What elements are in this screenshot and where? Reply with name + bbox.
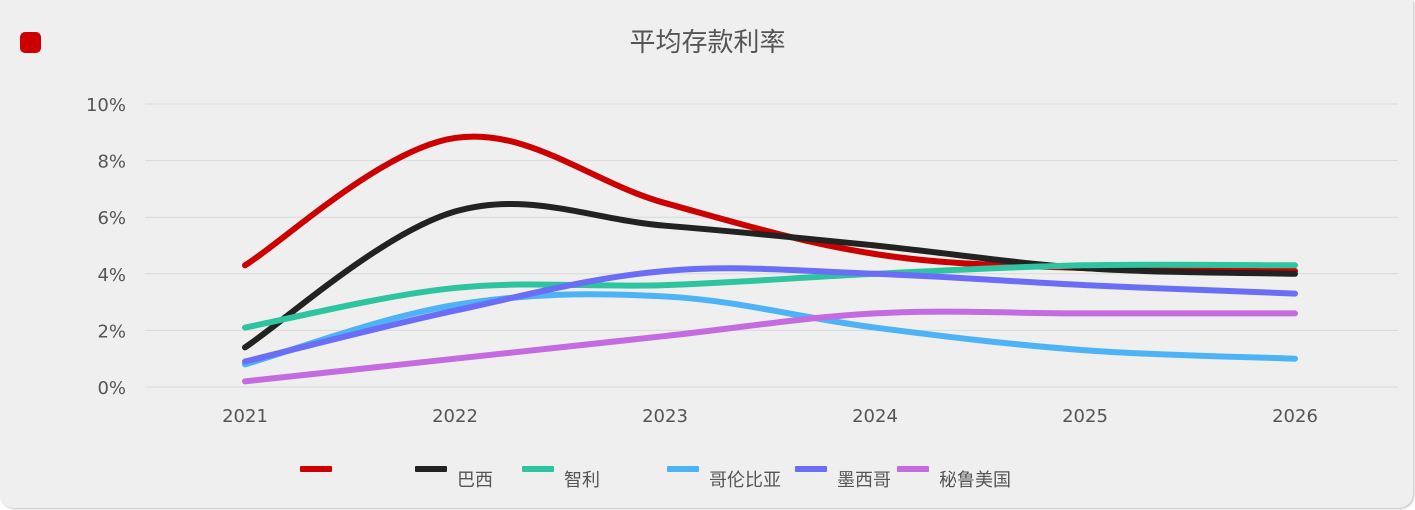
series-line-2[interactable]	[242, 261, 1298, 331]
series-line-1[interactable]	[242, 200, 1298, 351]
grid	[145, 103, 1398, 388]
legend-swatch	[522, 466, 554, 472]
x-tick-label: 2023	[642, 406, 688, 427]
legend-label: 秘鲁美国	[939, 470, 1011, 491]
x-tick-label: 2022	[432, 406, 478, 427]
legend-swatch	[897, 466, 929, 472]
legend-label: 哥伦比亚	[709, 470, 781, 491]
y-tick-label: 8%	[97, 152, 126, 173]
series-line-0[interactable]	[242, 133, 1298, 274]
series-line-5[interactable]	[242, 308, 1298, 385]
x-tick-label: 2026	[1272, 406, 1318, 427]
legend-label: 墨西哥	[837, 470, 891, 491]
y-tick-label: 6%	[97, 208, 126, 229]
legend-label: 智利	[564, 470, 600, 491]
series-line-4[interactable]	[242, 265, 1298, 365]
y-tick-label: 4%	[97, 265, 126, 286]
legend-swatch	[415, 466, 447, 472]
legend-swatch	[300, 466, 332, 472]
x-tick-label: 2024	[852, 406, 898, 427]
x-tick-label: 2025	[1062, 406, 1108, 427]
y-axis-ticks: 0% 2% 4% 6% 8% 10%	[86, 95, 126, 399]
y-tick-label: 2%	[97, 321, 126, 342]
series-lines	[242, 133, 1298, 385]
menu-badge[interactable]	[20, 32, 41, 53]
legend-label: 巴西	[457, 470, 493, 491]
y-tick-label: 0%	[97, 378, 126, 399]
legend-swatch	[667, 466, 699, 472]
legend-swatch	[795, 466, 827, 472]
series-line-3[interactable]	[242, 291, 1298, 368]
chart-title: 平均存款利率	[629, 28, 786, 58]
x-tick-label: 2021	[222, 406, 268, 427]
y-tick-label: 10%	[86, 95, 126, 116]
x-axis-ticks: 2021 2022 2023 2024 2025 2026	[222, 406, 1318, 427]
